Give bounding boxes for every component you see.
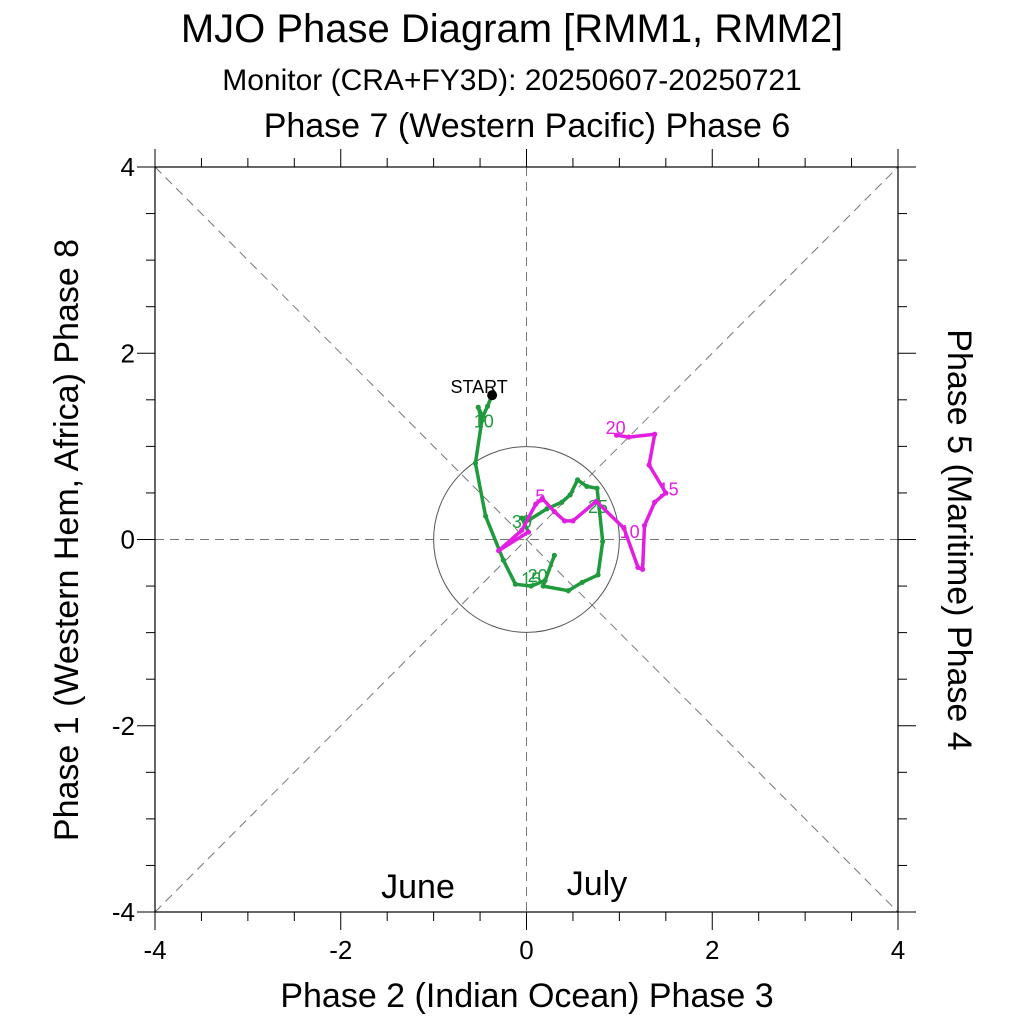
series-point-june [519, 515, 525, 521]
series-point-july [533, 501, 539, 507]
y-tick-label: 0 [121, 525, 135, 555]
series-point-june [479, 417, 485, 423]
series-point-june [551, 552, 557, 558]
series-point-july [663, 490, 669, 496]
series-point-july [519, 527, 525, 533]
series-point-june [567, 492, 573, 498]
series-point-june [472, 460, 479, 466]
chart-subtitle: Monitor (CRA+FY3D): 20250607-20250721 [222, 64, 802, 97]
series-point-june [484, 403, 491, 409]
y-axis-label-right: Phase 5 (Maritime) Phase 4 [940, 329, 978, 750]
axis-tick-labels: -4 -2 0 2 4 -4 -2 0 2 4 [112, 152, 905, 965]
series-point-july [621, 525, 627, 531]
x-axis-label: Phase 2 (Indian Ocean) Phase 3 [280, 977, 773, 1015]
day-label-june: 15 [521, 570, 541, 590]
start-marker [487, 390, 498, 401]
series-point-july [593, 498, 599, 504]
x-tick-label: 0 [519, 935, 533, 965]
series-point-july [639, 566, 646, 572]
day-label-june: 30 [512, 512, 532, 532]
series-point-july [635, 564, 641, 571]
series-point-june [579, 579, 585, 585]
series-point-july [561, 518, 568, 524]
series-point-june [559, 499, 565, 505]
series-point-june [540, 583, 546, 589]
start-label: START [450, 377, 507, 397]
series-point-june [500, 557, 506, 563]
y-tick-label: 4 [121, 152, 135, 182]
series-point-june [542, 577, 548, 584]
series-point-july [641, 522, 648, 529]
chart-top-axis-label: Phase 7 (Western Pacific) Phase 6 [264, 107, 791, 145]
x-tick-label: 2 [705, 935, 719, 965]
y-tick-label: -4 [112, 897, 135, 927]
series-point-july [525, 529, 531, 535]
series-point-july [570, 518, 576, 524]
y-tick-label: 2 [121, 338, 135, 368]
day-label-june: 20 [528, 566, 548, 586]
series-point-july [613, 432, 620, 438]
series-point-july [539, 495, 545, 502]
y-axis-label-left: Phase 1 (Western Hem, Africa) Phase 8 [48, 239, 86, 841]
x-tick-label: 4 [891, 935, 905, 965]
day-label-july: 10 [620, 522, 640, 542]
x-tick-label: -2 [329, 935, 352, 965]
unit-circle [433, 446, 620, 633]
y-tick-label: -2 [112, 711, 135, 741]
legend-june: June [381, 868, 455, 906]
series-point-june [483, 513, 489, 519]
series-point-june [528, 583, 534, 589]
series-line-july [496, 432, 668, 572]
phase-guides [154, 166, 899, 913]
day-label-july: 20 [606, 418, 626, 438]
series-point-july [496, 548, 502, 554]
series-point-june [594, 485, 600, 491]
series-point-july [626, 434, 632, 440]
chart-title: MJO Phase Diagram [RMM1, RMM2] [181, 7, 843, 51]
axis-ticks [137, 149, 916, 930]
legend-july: July [567, 865, 627, 903]
x-tick-label: -4 [143, 935, 166, 965]
series-point-june [512, 581, 518, 587]
series-point-july [652, 431, 658, 437]
series-point-july [652, 499, 658, 505]
series-point-june [595, 572, 601, 578]
series-point-june [574, 477, 581, 483]
day-label-july: 5 [535, 487, 545, 507]
day-label-june: 10 [474, 411, 494, 431]
series-point-july [551, 508, 557, 515]
phase-guide-line-3 [154, 166, 899, 913]
series-point-june [475, 404, 481, 410]
series-point-june [584, 483, 590, 490]
series-point-july [646, 462, 652, 468]
day-label-july: 15 [659, 479, 679, 499]
series-point-june [565, 588, 571, 594]
series-point-june [600, 538, 606, 544]
